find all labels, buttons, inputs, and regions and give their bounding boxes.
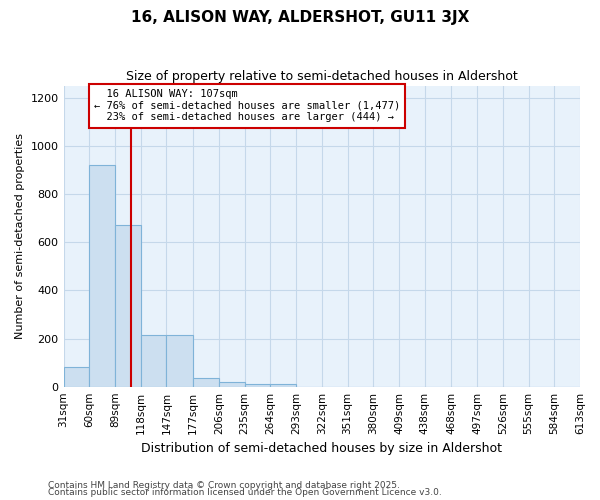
Y-axis label: Number of semi-detached properties: Number of semi-detached properties bbox=[15, 133, 25, 339]
Text: Contains public sector information licensed under the Open Government Licence v3: Contains public sector information licen… bbox=[48, 488, 442, 497]
Text: 16, ALISON WAY, ALDERSHOT, GU11 3JX: 16, ALISON WAY, ALDERSHOT, GU11 3JX bbox=[131, 10, 469, 25]
Bar bbox=[166, 335, 193, 386]
Title: Size of property relative to semi-detached houses in Aldershot: Size of property relative to semi-detach… bbox=[126, 70, 518, 83]
Bar bbox=[115, 226, 141, 386]
Bar bbox=[89, 165, 115, 386]
Bar bbox=[219, 382, 245, 386]
Bar bbox=[141, 335, 166, 386]
Bar bbox=[193, 378, 219, 386]
Text: Contains HM Land Registry data © Crown copyright and database right 2025.: Contains HM Land Registry data © Crown c… bbox=[48, 480, 400, 490]
Bar bbox=[245, 384, 271, 386]
Text: 16 ALISON WAY: 107sqm
← 76% of semi-detached houses are smaller (1,477)
  23% of: 16 ALISON WAY: 107sqm ← 76% of semi-deta… bbox=[94, 89, 400, 122]
X-axis label: Distribution of semi-detached houses by size in Aldershot: Distribution of semi-detached houses by … bbox=[141, 442, 502, 455]
Bar bbox=[64, 368, 89, 386]
Bar bbox=[271, 384, 296, 386]
